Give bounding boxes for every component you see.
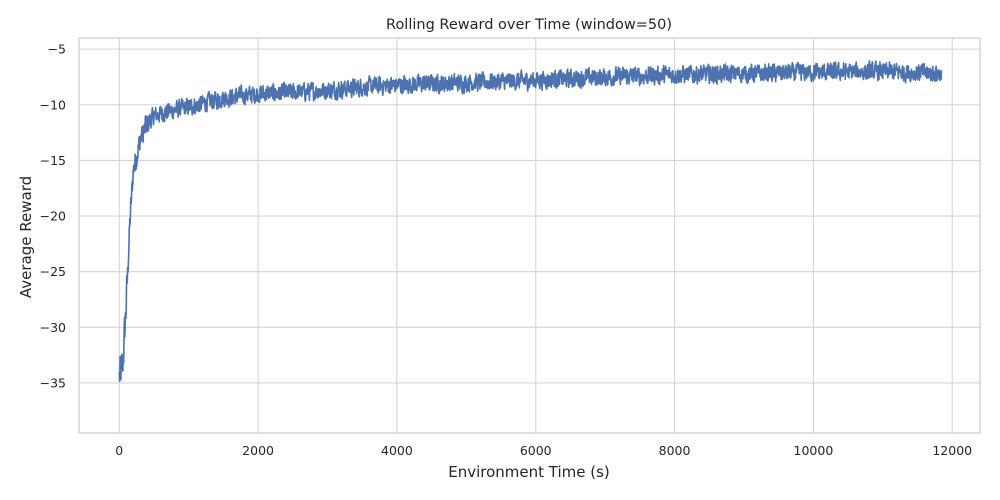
- y-axis: −35 −30 −25 −20 −15 −10 −5: [40, 42, 66, 391]
- x-tick-label: 0: [115, 443, 123, 458]
- x-axis-label: Environment Time (s): [448, 463, 610, 481]
- y-tick-label: −10: [40, 97, 66, 112]
- series-line-group: [118, 60, 943, 383]
- chart-title: Rolling Reward over Time (window=50): [386, 17, 672, 33]
- plot-border: [78, 37, 981, 434]
- series-line: [118, 60, 943, 383]
- y-axis-label: Average Reward: [17, 176, 35, 298]
- plot-frame: [78, 37, 981, 434]
- y-tick-label: −5: [48, 42, 66, 57]
- y-tick-label: −35: [40, 375, 66, 390]
- y-tick-label: −20: [40, 209, 66, 224]
- x-tick-label: 8000: [659, 443, 691, 458]
- x-axis: 0 2000 4000 6000 8000 10000 12000: [115, 443, 972, 458]
- x-tick-label: 2000: [242, 443, 274, 458]
- y-tick-label: −30: [40, 320, 66, 335]
- grid: [79, 38, 980, 433]
- y-tick-label: −15: [40, 153, 66, 168]
- x-tick-label: 4000: [381, 443, 413, 458]
- y-tick-label: −25: [40, 264, 66, 279]
- x-tick-label: 10000: [794, 443, 834, 458]
- x-tick-label: 6000: [520, 443, 552, 458]
- x-tick-label: 12000: [932, 443, 972, 458]
